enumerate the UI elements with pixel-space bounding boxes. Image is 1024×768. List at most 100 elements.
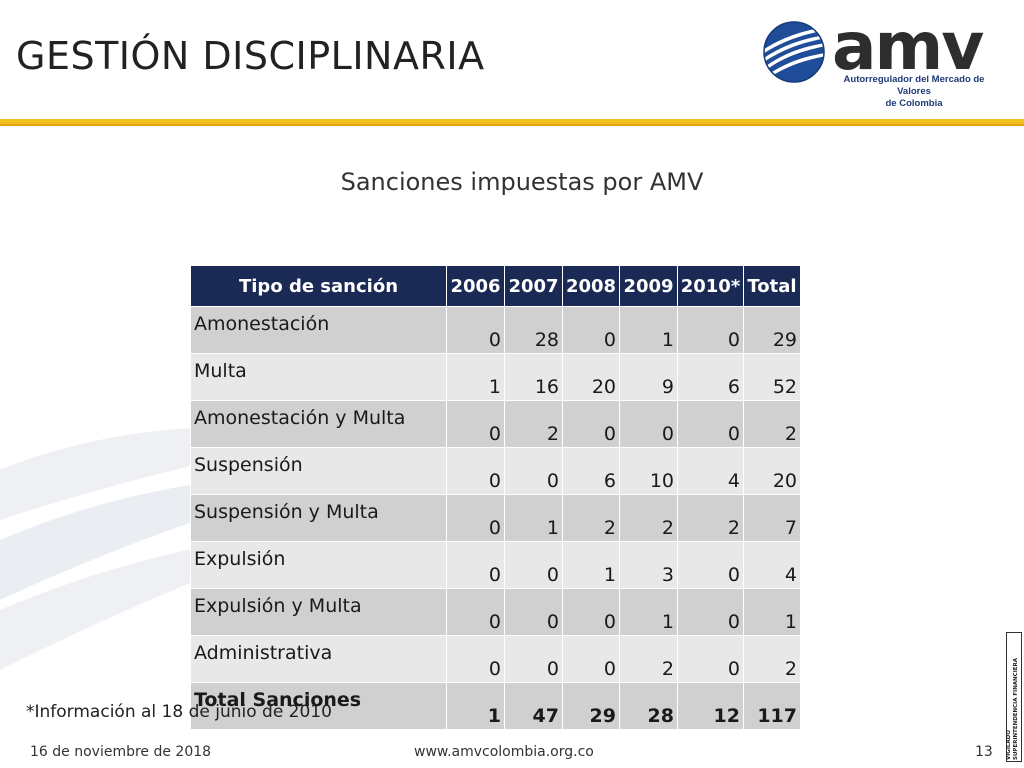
total-total: 117 (743, 682, 801, 730)
table-row: Administrativa 0 0 0 2 0 2 (190, 635, 801, 683)
sanctions-table: Tipo de sanción 2006 2007 2008 2009 2010… (190, 265, 801, 730)
cell-total: 2 (743, 635, 801, 683)
amv-logo: amv Autorregulador del Mercado de Valore… (752, 8, 1002, 109)
cell-2009: 2 (619, 494, 678, 542)
vigilado-line1: VIGILADO (1006, 730, 1012, 760)
table-row: Suspensión y Multa 0 1 2 2 2 7 (190, 494, 801, 542)
cell-2009: 2 (619, 635, 678, 683)
table-caption: Sanciones impuestas por AMV (340, 168, 704, 196)
cell-2009: 0 (619, 400, 678, 448)
table-row: Amonestación y Multa 0 2 0 0 0 2 (190, 400, 801, 448)
table-row: Amonestación 0 28 0 1 0 29 (190, 306, 801, 354)
cell-2006: 0 (446, 447, 505, 495)
total-2007: 47 (504, 682, 563, 730)
header-2006: 2006 (446, 265, 505, 307)
cell-total: 20 (743, 447, 801, 495)
cell-total: 4 (743, 541, 801, 589)
cell-2010: 0 (677, 635, 744, 683)
footer-date: 16 de noviembre de 2018 (30, 744, 212, 760)
cell-2010: 0 (677, 400, 744, 448)
table-row: Multa 1 16 20 9 6 52 (190, 353, 801, 401)
row-label: Expulsión (190, 541, 447, 589)
cell-2006: 0 (446, 541, 505, 589)
cell-2010: 0 (677, 306, 744, 354)
header-rule (0, 119, 1024, 124)
cell-2007: 0 (504, 588, 563, 636)
header-total: Total (743, 265, 801, 307)
table-row: Expulsión 0 0 1 3 0 4 (190, 541, 801, 589)
cell-2010: 4 (677, 447, 744, 495)
vigilado-seal: VIGILADO SUPERINTENDENCIA FINANCIERA (1004, 632, 1024, 768)
vigilado-text: VIGILADO SUPERINTENDENCIA FINANCIERA (1006, 632, 1020, 760)
cell-2010: 0 (677, 588, 744, 636)
logo-tagline-line1: Autorregulador del Mercado de Valores (843, 74, 985, 97)
cell-2010: 0 (677, 541, 744, 589)
vigilado-line2: SUPERINTENDENCIA FINANCIERA (1013, 658, 1019, 760)
total-2008: 29 (562, 682, 620, 730)
footnote: *Información al 18 de junio de 2010 (26, 702, 332, 722)
logo-tagline-line2: de Colombia (885, 98, 943, 109)
table-row: Expulsión y Multa 0 0 0 1 0 1 (190, 588, 801, 636)
cell-2009: 1 (619, 588, 678, 636)
header-2010: 2010* (677, 265, 744, 307)
row-label: Amonestación (190, 306, 447, 354)
header-2009: 2009 (619, 265, 678, 307)
total-2009: 28 (619, 682, 678, 730)
cell-2008: 6 (562, 447, 620, 495)
header-2008: 2008 (562, 265, 620, 307)
cell-2009: 9 (619, 353, 678, 401)
cell-2008: 1 (562, 541, 620, 589)
header-2007: 2007 (504, 265, 563, 307)
cell-2006: 1 (446, 353, 505, 401)
cell-2008: 2 (562, 494, 620, 542)
cell-2006: 0 (446, 588, 505, 636)
logo-tagline: Autorregulador del Mercado de Valores de… (828, 74, 1000, 110)
amv-globe-icon (763, 21, 825, 83)
cell-2006: 0 (446, 400, 505, 448)
header-type: Tipo de sanción (190, 265, 447, 307)
cell-2007: 2 (504, 400, 563, 448)
cell-2007: 28 (504, 306, 563, 354)
cell-2006: 0 (446, 306, 505, 354)
cell-2006: 0 (446, 635, 505, 683)
row-label: Suspensión (190, 447, 447, 495)
cell-total: 2 (743, 400, 801, 448)
cell-2008: 0 (562, 635, 620, 683)
row-label: Multa (190, 353, 447, 401)
header-rule-shadow (0, 124, 1024, 126)
total-2010: 12 (677, 682, 744, 730)
vigilado-box (1006, 632, 1022, 762)
cell-2009: 10 (619, 447, 678, 495)
row-label: Administrativa (190, 635, 447, 683)
cell-2008: 0 (562, 400, 620, 448)
cell-2010: 2 (677, 494, 744, 542)
row-label: Expulsión y Multa (190, 588, 447, 636)
cell-2007: 0 (504, 447, 563, 495)
table-header-row: Tipo de sanción 2006 2007 2008 2009 2010… (190, 265, 801, 307)
cell-2007: 0 (504, 635, 563, 683)
cell-total: 1 (743, 588, 801, 636)
cell-2007: 16 (504, 353, 563, 401)
row-label: Amonestación y Multa (190, 400, 447, 448)
table-row: Suspensión 0 0 6 10 4 20 (190, 447, 801, 495)
cell-2006: 0 (446, 494, 505, 542)
footer-url[interactable]: www.amvcolombia.org.co (414, 744, 594, 760)
table-total-row: Total Sanciones 1 47 29 28 12 117 (190, 682, 801, 730)
cell-2008: 0 (562, 588, 620, 636)
page-title: GESTIÓN DISCIPLINARIA (16, 34, 485, 78)
cell-2010: 6 (677, 353, 744, 401)
row-label: Suspensión y Multa (190, 494, 447, 542)
cell-total: 7 (743, 494, 801, 542)
cell-2008: 0 (562, 306, 620, 354)
total-2006: 1 (446, 682, 505, 730)
cell-total: 29 (743, 306, 801, 354)
total-label: Total Sanciones (190, 682, 447, 730)
cell-2009: 3 (619, 541, 678, 589)
logo-wordmark: amv (832, 8, 984, 85)
cell-total: 52 (743, 353, 801, 401)
cell-2009: 1 (619, 306, 678, 354)
cell-2008: 20 (562, 353, 620, 401)
cell-2007: 0 (504, 541, 563, 589)
page-number: 13 (975, 744, 993, 760)
cell-2007: 1 (504, 494, 563, 542)
